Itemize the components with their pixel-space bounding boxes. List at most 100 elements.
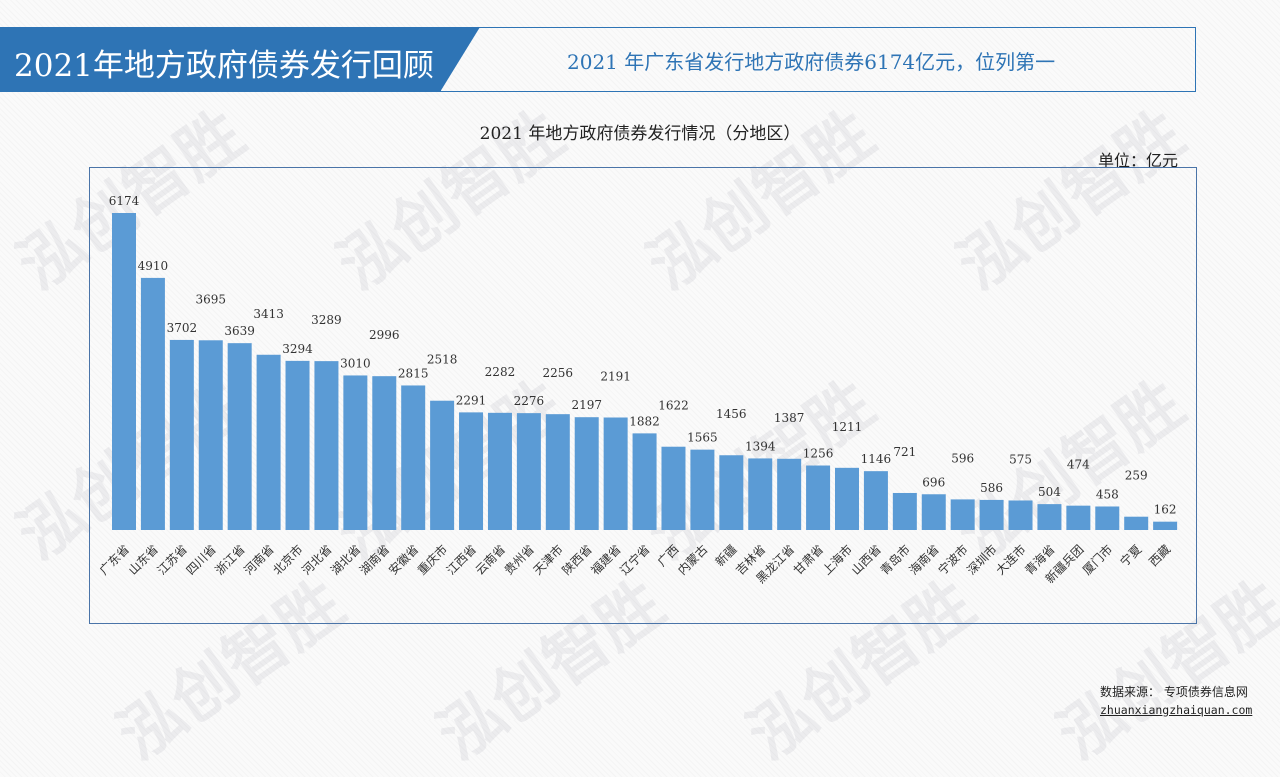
category-label: 西藏	[1146, 542, 1173, 569]
category-label: 河北省	[299, 542, 334, 577]
category-label: 福建省	[588, 542, 624, 578]
data-label: 575	[1009, 452, 1032, 466]
data-label: 1256	[803, 447, 834, 461]
unit-label: 单位：亿元	[1097, 151, 1178, 170]
source-label: 数据来源： 专项债券信息网	[1100, 685, 1248, 699]
category-label: 云南省	[472, 542, 508, 578]
category-label: 辽宁省	[617, 542, 653, 578]
data-label: 3294	[282, 342, 313, 356]
bar-江苏省	[169, 339, 194, 530]
chart-frame	[89, 167, 1197, 624]
source-link[interactable]: zhuanxiangzhaiquan.com	[1100, 703, 1253, 717]
data-label: 2996	[369, 328, 400, 342]
data-label: 3413	[253, 307, 284, 321]
data-label: 721	[893, 445, 916, 459]
category-label: 陕西省	[559, 542, 595, 578]
category-label: 深圳市	[964, 542, 1000, 578]
category-label: 浙江省	[212, 542, 247, 577]
data-label: 3639	[224, 324, 255, 338]
bar-辽宁省	[632, 433, 657, 530]
bar-新疆	[719, 455, 744, 530]
bar-大连市	[1008, 500, 1033, 530]
bar-青海省	[1037, 504, 1062, 530]
bar-北京市	[285, 360, 310, 530]
bar-四川省	[198, 340, 223, 530]
category-label: 湖南省	[356, 542, 392, 578]
bar-内蒙古	[690, 449, 715, 530]
bar-浙江省	[227, 343, 252, 530]
data-label: 1387	[774, 411, 805, 425]
data-label: 474	[1067, 458, 1090, 472]
bar-厦门市	[1095, 506, 1120, 530]
data-label: 1622	[658, 399, 689, 413]
category-label: 湖北省	[327, 542, 363, 578]
data-label: 1211	[832, 420, 863, 434]
category-label: 江西省	[444, 542, 479, 577]
page-subtitle: 2021 年广东省发行地方政府债券6174亿元，位列第一	[567, 50, 1056, 74]
category-label: 河南省	[241, 542, 277, 578]
bar-河北省	[314, 361, 339, 530]
bar-陕西省	[574, 417, 599, 530]
bar-上海市	[835, 467, 859, 530]
data-label: 2291	[456, 393, 487, 407]
bar-贵州省	[516, 413, 541, 530]
data-label: 162	[1154, 503, 1177, 517]
data-label: 2282	[485, 365, 516, 379]
data-label: 3010	[340, 356, 371, 370]
data-label: 1394	[745, 439, 776, 453]
category-label: 厦门市	[1079, 542, 1115, 578]
bar-云南省	[487, 412, 512, 530]
page-title: 2021年地方政府债券发行回顾	[14, 48, 434, 84]
category-label: 北京市	[270, 542, 306, 578]
data-label: 2518	[427, 353, 458, 367]
bar-西藏	[1153, 521, 1178, 530]
category-label: 海南省	[906, 542, 942, 578]
category-label: 四川省	[184, 542, 219, 577]
bar-海南省	[921, 494, 946, 530]
bar-吉林省	[748, 458, 773, 530]
data-label: 2191	[600, 370, 631, 384]
data-label: 2276	[514, 394, 545, 408]
category-label: 贵州省	[502, 542, 537, 577]
bar-青岛市	[892, 492, 917, 530]
data-label: 3289	[311, 313, 342, 327]
header-title-band: 2021年地方政府债券发行回顾	[0, 27, 440, 92]
data-label: 1882	[629, 414, 660, 428]
data-label: 3702	[167, 321, 198, 335]
category-label: 山西省	[849, 542, 884, 577]
data-label: 2815	[398, 366, 429, 380]
data-label: 1565	[687, 431, 718, 445]
header-arrow-decoration	[440, 27, 480, 92]
category-label: 山东省	[126, 542, 161, 577]
bar-重庆市	[430, 400, 455, 530]
category-label: 青岛市	[877, 542, 913, 578]
bar-黑龙江省	[777, 458, 802, 530]
category-label: 宁夏	[1117, 542, 1145, 570]
data-label: 596	[951, 451, 974, 465]
category-label: 安徽省	[385, 542, 421, 578]
category-label: 广东省	[97, 542, 132, 577]
bar-宁波市	[950, 499, 975, 530]
category-label: 宁波市	[935, 542, 971, 578]
category-label: 甘肃省	[791, 542, 826, 577]
category-label: 内蒙古	[674, 542, 710, 578]
bar-chart: 6174 广东省 4910 山东省 3702 江苏省 3695 四川省 3639 浙江省 3413 河…	[97, 194, 1178, 586]
bar-深圳市	[979, 499, 1004, 530]
bar-湖南省	[372, 376, 397, 530]
category-label: 上海市	[819, 542, 855, 578]
category-label: 江苏省	[155, 542, 190, 577]
data-label: 1146	[861, 452, 892, 466]
bar-广东省	[112, 213, 136, 530]
data-label: 2256	[543, 366, 574, 380]
data-label: 3695	[195, 292, 226, 306]
data-label: 1456	[716, 407, 747, 421]
data-source: 数据来源： 专项债券信息网 zhuanxiangzhaiquan.com	[1100, 683, 1252, 719]
bar-甘肃省	[806, 465, 831, 530]
category-label: 重庆市	[414, 542, 450, 578]
bar-江西省	[459, 412, 484, 530]
data-label: 2197	[571, 398, 602, 412]
data-label: 6174	[109, 194, 140, 208]
data-label: 696	[922, 475, 945, 489]
data-label: 4910	[138, 259, 169, 273]
bar-山东省	[140, 277, 165, 530]
